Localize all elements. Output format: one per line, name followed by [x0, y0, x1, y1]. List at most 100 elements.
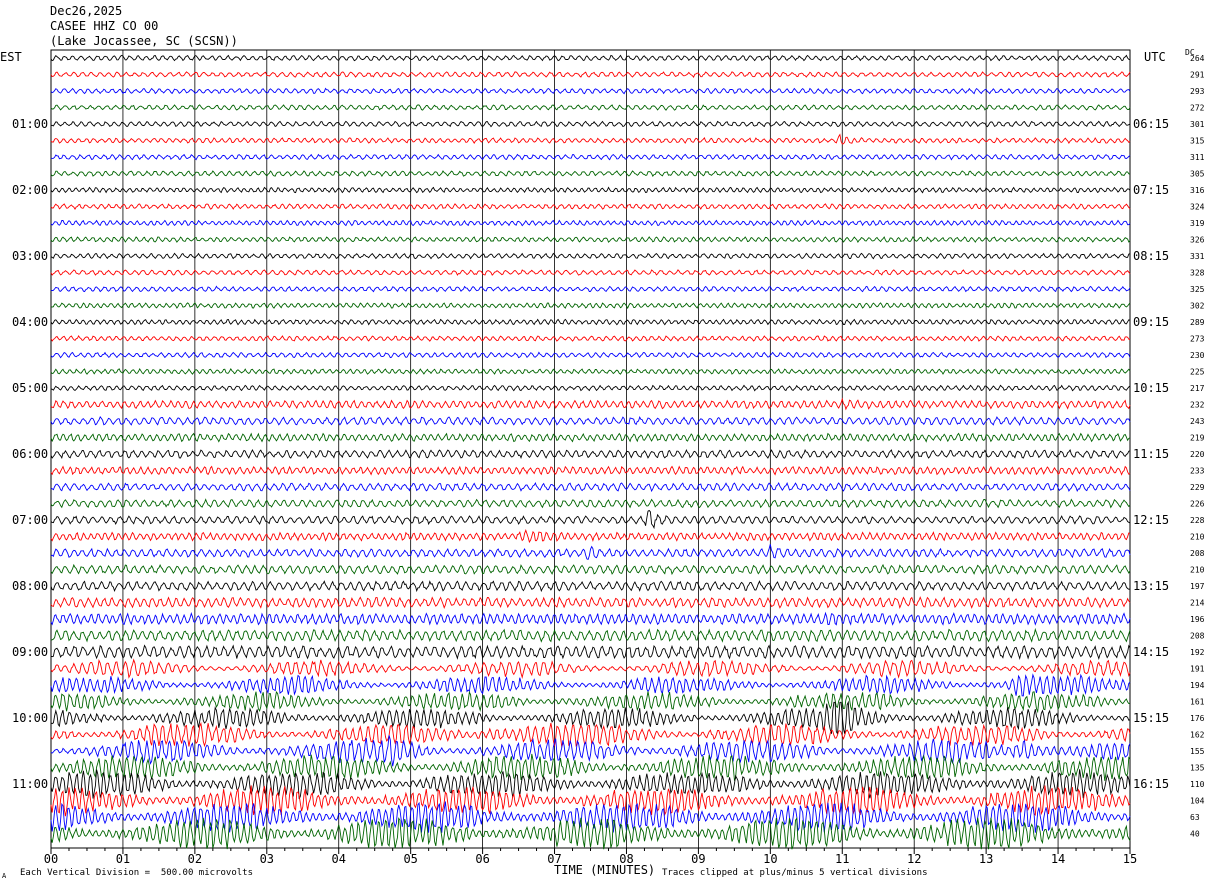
- seismic-trace: [50, 644, 1131, 661]
- dc-offset-label: 315: [1190, 137, 1205, 146]
- seismic-trace: [50, 528, 1131, 544]
- x-tick-label: 03: [260, 852, 274, 866]
- seismic-trace: [50, 235, 1131, 244]
- grid: [50, 49, 1131, 854]
- seismic-trace: [50, 673, 1131, 697]
- seismic-trace: [50, 580, 1131, 593]
- x-tick-label: 02: [188, 852, 202, 866]
- left-hour-label: 04:00: [12, 315, 48, 329]
- seismic-trace: [50, 104, 1131, 111]
- dc-offset-label: 104: [1190, 797, 1205, 806]
- seismic-trace: [50, 285, 1131, 293]
- x-tick-label: 06: [475, 852, 489, 866]
- dc-offset-label: 226: [1190, 500, 1205, 509]
- x-tick-label: 15: [1123, 852, 1137, 866]
- dc-offset-label: 176: [1190, 714, 1205, 723]
- dc-offset-label: 230: [1190, 351, 1205, 360]
- seismic-trace: [50, 721, 1131, 749]
- seismic-trace: [50, 415, 1131, 426]
- x-tick-label: 07: [547, 852, 561, 866]
- dc-offset-label: 232: [1190, 401, 1205, 410]
- seismic-trace: [50, 801, 1131, 833]
- dc-offset-label: 208: [1190, 632, 1205, 641]
- chart-date: Dec26,2025: [50, 4, 123, 18]
- dc-offset-label: 191: [1190, 665, 1205, 674]
- seismic-trace: [50, 544, 1131, 560]
- dc-offset-label: 196: [1190, 615, 1205, 624]
- seismic-trace: [50, 367, 1131, 375]
- dc-offset-label: 194: [1190, 681, 1205, 690]
- seismic-trace: [50, 186, 1131, 194]
- seismic-trace: [50, 318, 1131, 326]
- dc-offset-label: 311: [1190, 153, 1205, 162]
- seismic-trace: [50, 153, 1131, 161]
- axis-labels: 00 01 02 03 04 05 06 07 08 09 10 11 12 13 14 15 264 291 29…: [12, 54, 1205, 866]
- right-hour-label: 13:15: [1133, 579, 1169, 593]
- seismic-trace: [50, 596, 1131, 610]
- seismic-trace: [50, 432, 1131, 443]
- dc-offset-label: 301: [1190, 120, 1205, 129]
- x-tick-label: 00: [44, 852, 58, 866]
- left-hour-label: 10:00: [12, 711, 48, 725]
- clip-note: Traces clipped at plus/minus 5 vertical …: [662, 868, 928, 878]
- seismic-trace: [50, 302, 1131, 310]
- dc-offset-label: 214: [1190, 599, 1205, 608]
- left-hour-label: 09:00: [12, 645, 48, 659]
- left-timezone-label: EST: [0, 50, 22, 64]
- dc-offset-label: 161: [1190, 698, 1205, 707]
- left-hour-label: 08:00: [12, 579, 48, 593]
- dc-offset-label: 316: [1190, 186, 1205, 195]
- right-hour-label: 10:15: [1133, 381, 1169, 395]
- dc-offset-label: 217: [1190, 384, 1205, 393]
- right-hour-label: 15:15: [1133, 711, 1169, 725]
- seismic-trace: [50, 133, 1131, 145]
- seismic-trace: [50, 563, 1131, 576]
- seismic-trace: [50, 481, 1131, 493]
- dc-offset-label: 264: [1190, 54, 1205, 63]
- seismic-trace: [50, 785, 1131, 817]
- dc-offset-label: 291: [1190, 71, 1205, 80]
- seismic-trace: [50, 384, 1131, 392]
- left-hour-label: 07:00: [12, 513, 48, 527]
- seismic-trace: [50, 87, 1131, 95]
- dc-offset-label: 243: [1190, 417, 1205, 426]
- seismic-trace: [50, 611, 1131, 626]
- left-hour-label: 11:00: [12, 777, 48, 791]
- dc-offset-label: 328: [1190, 269, 1205, 278]
- x-tick-label: 14: [1051, 852, 1065, 866]
- x-axis-title: TIME (MINUTES): [554, 863, 656, 877]
- right-hour-label: 14:15: [1133, 645, 1169, 659]
- dc-label: DC: [1185, 48, 1195, 57]
- dc-offset-label: 228: [1190, 516, 1205, 525]
- x-tick-label: 04: [332, 852, 346, 866]
- seismic-trace: [50, 335, 1131, 342]
- dc-offset-label: 293: [1190, 87, 1205, 96]
- seismic-trace: [50, 700, 1131, 736]
- seismic-trace: [50, 120, 1131, 128]
- dc-offset-label: 40: [1190, 830, 1200, 839]
- seismic-trace: [50, 816, 1131, 850]
- seismic-trace: [50, 54, 1131, 62]
- dc-offset-label: 302: [1190, 302, 1205, 311]
- dc-offset-label: 135: [1190, 764, 1205, 773]
- seismic-trace: [50, 735, 1131, 767]
- seismic-trace: [50, 627, 1131, 643]
- seismic-trace: [50, 769, 1131, 800]
- dc-offset-label: 210: [1190, 566, 1205, 575]
- dc-offset-label: 289: [1190, 318, 1205, 327]
- left-hour-label: 01:00: [12, 117, 48, 131]
- x-tick-label: 05: [403, 852, 417, 866]
- seismic-trace: [50, 465, 1131, 476]
- right-hour-label: 09:15: [1133, 315, 1169, 329]
- seismic-trace: [50, 498, 1131, 509]
- seismic-trace: [50, 397, 1131, 411]
- dc-offset-label: 155: [1190, 747, 1205, 756]
- x-tick-label: 11: [835, 852, 849, 866]
- seismic-trace: [50, 219, 1131, 227]
- seismic-trace: [50, 269, 1131, 276]
- dc-offset-label: 220: [1190, 450, 1205, 459]
- seismic-trace: [50, 203, 1131, 210]
- dc-offset-label: 197: [1190, 582, 1205, 591]
- dc-offset-label: 229: [1190, 483, 1205, 492]
